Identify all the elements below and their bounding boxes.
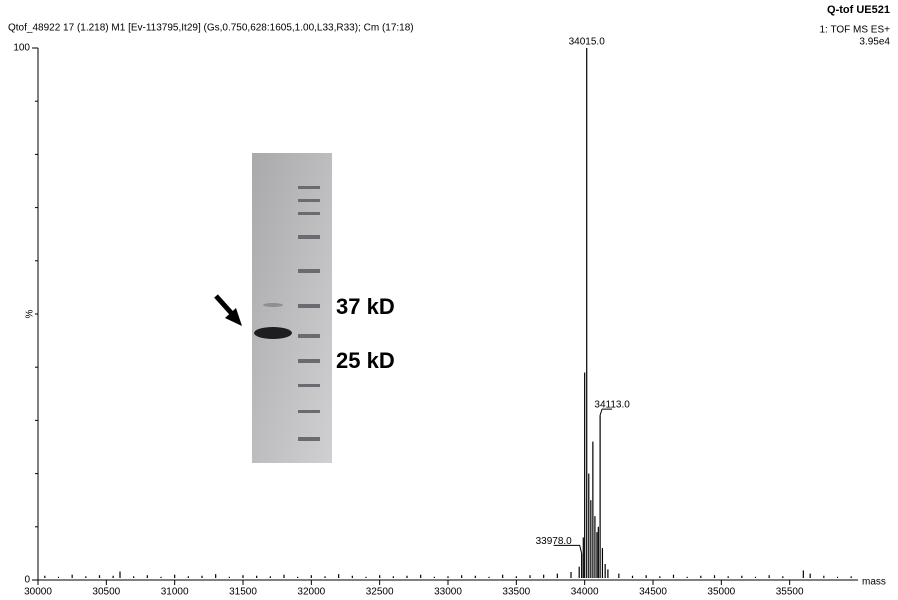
x-tick-label: 32500 [366, 587, 394, 598]
x-tick-label: 35500 [776, 587, 804, 598]
intensity: 3.95e4 [859, 37, 890, 48]
gel-image [252, 153, 332, 463]
x-tick-label: 35000 [707, 587, 735, 598]
y-axis-label: % [25, 309, 36, 318]
subtitle: Qtof_48922 17 (1.218) M1 [Ev-113795,It29… [8, 23, 414, 34]
y-tick-label: 0 [24, 575, 30, 586]
page: {"chart_data": {"type": "stick", "title"… [0, 0, 898, 600]
peak-label: 33978.0 [536, 536, 573, 547]
chart-title: Q-tof UE521 [827, 4, 890, 16]
x-tick-label: 34500 [639, 587, 667, 598]
x-tick-label: 33000 [434, 587, 462, 598]
x-tick-label: 33500 [502, 587, 530, 598]
mode: 1: TOF MS ES+ [820, 25, 891, 36]
x-tick-label: 30000 [24, 587, 52, 598]
arrow [216, 296, 242, 326]
x-tick-label: 32000 [297, 587, 325, 598]
gel-label: 25 kD [336, 348, 395, 373]
x-tick-label: 31000 [161, 587, 189, 598]
y-tick-label: 100 [13, 43, 30, 54]
x-axis-label: mass [862, 577, 886, 588]
gel-label: 37 kD [336, 294, 395, 319]
peak-label: 34015.0 [569, 37, 606, 48]
peak-label: 34113.0 [594, 400, 630, 411]
x-tick-label: 34000 [571, 587, 599, 598]
x-tick-label: 31500 [229, 587, 257, 598]
x-tick-label: 30500 [92, 587, 120, 598]
chart: Q-tof UE521 Qtof_48922 17 (1.218) M1 [Ev… [0, 0, 898, 600]
